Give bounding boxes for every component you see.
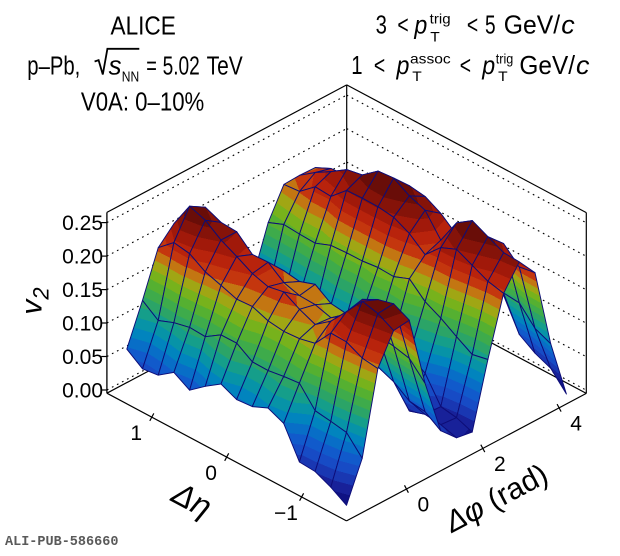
svg-text:trig: trig [430,11,451,27]
svg-text:1: 1 [351,50,362,80]
svg-text:p: p [414,10,428,40]
svg-text:p: p [481,50,495,80]
svg-text:5: 5 [485,10,496,40]
svg-text:0.25: 0.25 [62,212,103,235]
svg-text:0: 0 [418,494,430,517]
svg-text:p–Pb,: p–Pb, [27,53,80,81]
svg-text:T: T [498,68,508,84]
svg-text:V0A: 0–10%: V0A: 0–10% [81,88,204,116]
svg-text:0.15: 0.15 [62,279,103,302]
svg-text:GeV/: GeV/ [504,10,561,40]
svg-text:−1: −1 [274,502,298,525]
svg-text:0.00: 0.00 [62,380,103,403]
svg-text:<: < [397,10,408,40]
svg-text:=: = [146,53,157,81]
svg-text:c: c [576,50,590,80]
svg-text:p: p [396,50,410,80]
svg-text:TeV: TeV [207,53,243,81]
svg-text:4: 4 [570,413,582,436]
svg-text:T: T [412,68,422,84]
svg-text:5.02: 5.02 [163,53,200,81]
svg-text:NN: NN [122,70,139,86]
svg-text:<: < [460,50,471,80]
svg-text:1: 1 [130,422,142,445]
svg-text:GeV/: GeV/ [519,50,575,80]
svg-text:<: < [467,10,478,40]
svg-text:0.10: 0.10 [62,313,103,336]
svg-text:ALI-PUB-586660: ALI-PUB-586660 [5,535,118,550]
svg-text:2: 2 [494,453,506,476]
svg-text:0.05: 0.05 [62,346,103,369]
svg-text:ALICE: ALICE [111,13,176,41]
svg-text:0: 0 [205,462,217,485]
svg-text:3: 3 [376,10,387,40]
svg-text:assoc: assoc [410,51,451,67]
svg-text:s: s [109,53,122,81]
svg-text:T: T [430,28,440,44]
svg-text:trig: trig [496,51,514,67]
svg-text:0.20: 0.20 [62,246,103,269]
svg-text:<: < [374,50,385,80]
svg-text:c: c [561,10,575,40]
